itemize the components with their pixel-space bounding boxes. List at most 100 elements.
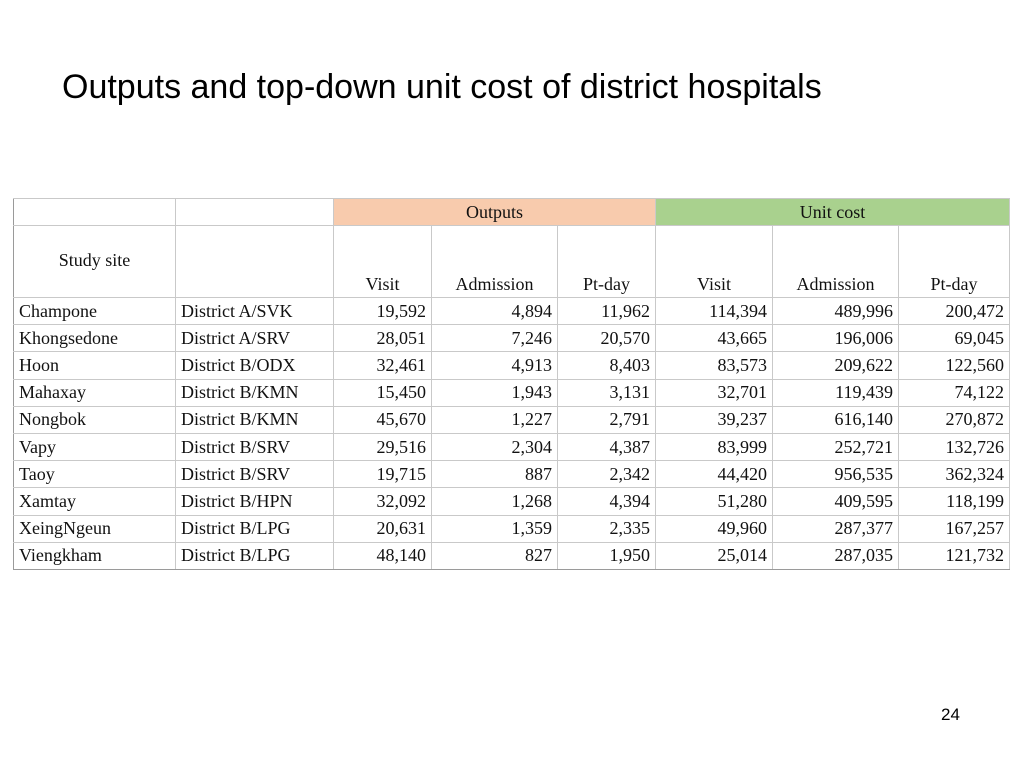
table-body: Champone District A/SVK 19,592 4,894 11,…	[13, 296, 1010, 570]
hospital-cost-table: Outputs Unit cost Study site Visit Admis…	[13, 198, 1010, 570]
outputs-visit-cell: 28,051	[333, 324, 432, 353]
group-header-row: Outputs Unit cost	[13, 198, 1010, 226]
site-cell: Nongbok	[13, 405, 176, 434]
unit-cost-visit-cell: 83,573	[655, 351, 773, 380]
outputs-ptday-header: Pt-day	[557, 225, 656, 298]
district-cell: District B/ODX	[175, 351, 334, 380]
outputs-ptday-cell: 11,962	[557, 296, 656, 326]
unit-cost-visit-header: Visit	[655, 225, 773, 298]
outputs-ptday-cell: 2,342	[557, 460, 656, 489]
unit-cost-ptday-cell: 122,560	[898, 351, 1010, 380]
unit-cost-ptday-cell: 200,472	[898, 296, 1010, 326]
district-cell: District B/LPG	[175, 514, 334, 543]
site-cell: Hoon	[13, 351, 176, 380]
outputs-visit-cell: 19,592	[333, 296, 432, 326]
outputs-admission-cell: 887	[431, 460, 558, 489]
outputs-ptday-cell: 3,131	[557, 378, 656, 407]
unit-cost-visit-cell: 44,420	[655, 460, 773, 489]
outputs-visit-cell: 48,140	[333, 541, 432, 570]
unit-cost-ptday-cell: 121,732	[898, 541, 1010, 570]
district-cell: District A/SRV	[175, 324, 334, 353]
unit-cost-ptday-cell: 362,324	[898, 460, 1010, 489]
outputs-admission-cell: 1,268	[431, 487, 558, 516]
table-row: Vapy District B/SRV 29,516 2,304 4,387 8…	[13, 432, 1010, 462]
site-cell: Khongsedone	[13, 324, 176, 353]
table-row: XeingNgeun District B/LPG 20,631 1,359 2…	[13, 514, 1010, 543]
unit-cost-ptday-cell: 270,872	[898, 405, 1010, 434]
table-row: Nongbok District B/KMN 45,670 1,227 2,79…	[13, 405, 1010, 434]
outputs-visit-cell: 15,450	[333, 378, 432, 407]
unit-cost-visit-cell: 25,014	[655, 541, 773, 570]
outputs-visit-cell: 32,461	[333, 351, 432, 380]
site-cell: Champone	[13, 296, 176, 326]
unit-cost-ptday-cell: 118,199	[898, 487, 1010, 516]
unit-cost-visit-cell: 83,999	[655, 432, 773, 462]
district-cell: District B/SRV	[175, 460, 334, 489]
outputs-admission-cell: 1,359	[431, 514, 558, 543]
outputs-group-header: Outputs	[333, 198, 656, 226]
site-cell: Taoy	[13, 460, 176, 489]
outputs-visit-cell: 19,715	[333, 460, 432, 489]
table-row: Xamtay District B/HPN 32,092 1,268 4,394…	[13, 487, 1010, 516]
outputs-ptday-cell: 20,570	[557, 324, 656, 353]
unit-cost-admission-cell: 409,595	[772, 487, 899, 516]
table-row: Champone District A/SVK 19,592 4,894 11,…	[13, 296, 1010, 326]
table-row: Viengkham District B/LPG 48,140 827 1,95…	[13, 541, 1010, 570]
blank-header-cell	[13, 198, 176, 226]
outputs-admission-cell: 4,894	[431, 296, 558, 326]
outputs-visit-cell: 29,516	[333, 432, 432, 462]
unit-cost-admission-cell: 287,035	[772, 541, 899, 570]
unit-cost-visit-cell: 43,665	[655, 324, 773, 353]
district-cell: District A/SVK	[175, 296, 334, 326]
site-cell: Xamtay	[13, 487, 176, 516]
blank-header-cell	[175, 198, 334, 226]
outputs-admission-cell: 7,246	[431, 324, 558, 353]
table-row: Taoy District B/SRV 19,715 887 2,342 44,…	[13, 460, 1010, 489]
unit-cost-group-header: Unit cost	[655, 198, 1010, 226]
outputs-visit-cell: 45,670	[333, 405, 432, 434]
table-row: Hoon District B/ODX 32,461 4,913 8,403 8…	[13, 351, 1010, 380]
table-row: Khongsedone District A/SRV 28,051 7,246 …	[13, 324, 1010, 353]
unit-cost-admission-cell: 489,996	[772, 296, 899, 326]
district-cell: District B/LPG	[175, 541, 334, 570]
page-number: 24	[941, 705, 960, 724]
outputs-visit-cell: 32,092	[333, 487, 432, 516]
outputs-ptday-cell: 4,387	[557, 432, 656, 462]
unit-cost-ptday-cell: 69,045	[898, 324, 1010, 353]
district-cell: District B/KMN	[175, 378, 334, 407]
outputs-admission-cell: 2,304	[431, 432, 558, 462]
outputs-ptday-cell: 1,950	[557, 541, 656, 570]
sub-header-row: Study site Visit Admission Pt-day Visit …	[13, 225, 1010, 298]
site-cell: Viengkham	[13, 541, 176, 570]
outputs-ptday-cell: 2,335	[557, 514, 656, 543]
district-cell: District B/KMN	[175, 405, 334, 434]
district-cell: District B/HPN	[175, 487, 334, 516]
unit-cost-visit-cell: 114,394	[655, 296, 773, 326]
unit-cost-admission-header: Admission	[772, 225, 899, 298]
unit-cost-admission-cell: 209,622	[772, 351, 899, 380]
study-site-header: Study site	[13, 225, 176, 298]
outputs-ptday-cell: 2,791	[557, 405, 656, 434]
outputs-visit-header: Visit	[333, 225, 432, 298]
district-cell: District B/SRV	[175, 432, 334, 462]
unit-cost-admission-cell: 616,140	[772, 405, 899, 434]
outputs-ptday-cell: 4,394	[557, 487, 656, 516]
unit-cost-admission-cell: 252,721	[772, 432, 899, 462]
outputs-admission-header: Admission	[431, 225, 558, 298]
slide-title: Outputs and top-down unit cost of distri…	[62, 68, 822, 106]
table-row: Mahaxay District B/KMN 15,450 1,943 3,13…	[13, 378, 1010, 407]
outputs-admission-cell: 827	[431, 541, 558, 570]
outputs-admission-cell: 4,913	[431, 351, 558, 380]
unit-cost-admission-cell: 119,439	[772, 378, 899, 407]
unit-cost-ptday-cell: 167,257	[898, 514, 1010, 543]
unit-cost-visit-cell: 51,280	[655, 487, 773, 516]
outputs-admission-cell: 1,943	[431, 378, 558, 407]
site-cell: Vapy	[13, 432, 176, 462]
outputs-admission-cell: 1,227	[431, 405, 558, 434]
site-cell: Mahaxay	[13, 378, 176, 407]
site-cell: XeingNgeun	[13, 514, 176, 543]
unit-cost-ptday-cell: 132,726	[898, 432, 1010, 462]
district-header	[175, 225, 334, 298]
unit-cost-admission-cell: 956,535	[772, 460, 899, 489]
unit-cost-visit-cell: 49,960	[655, 514, 773, 543]
